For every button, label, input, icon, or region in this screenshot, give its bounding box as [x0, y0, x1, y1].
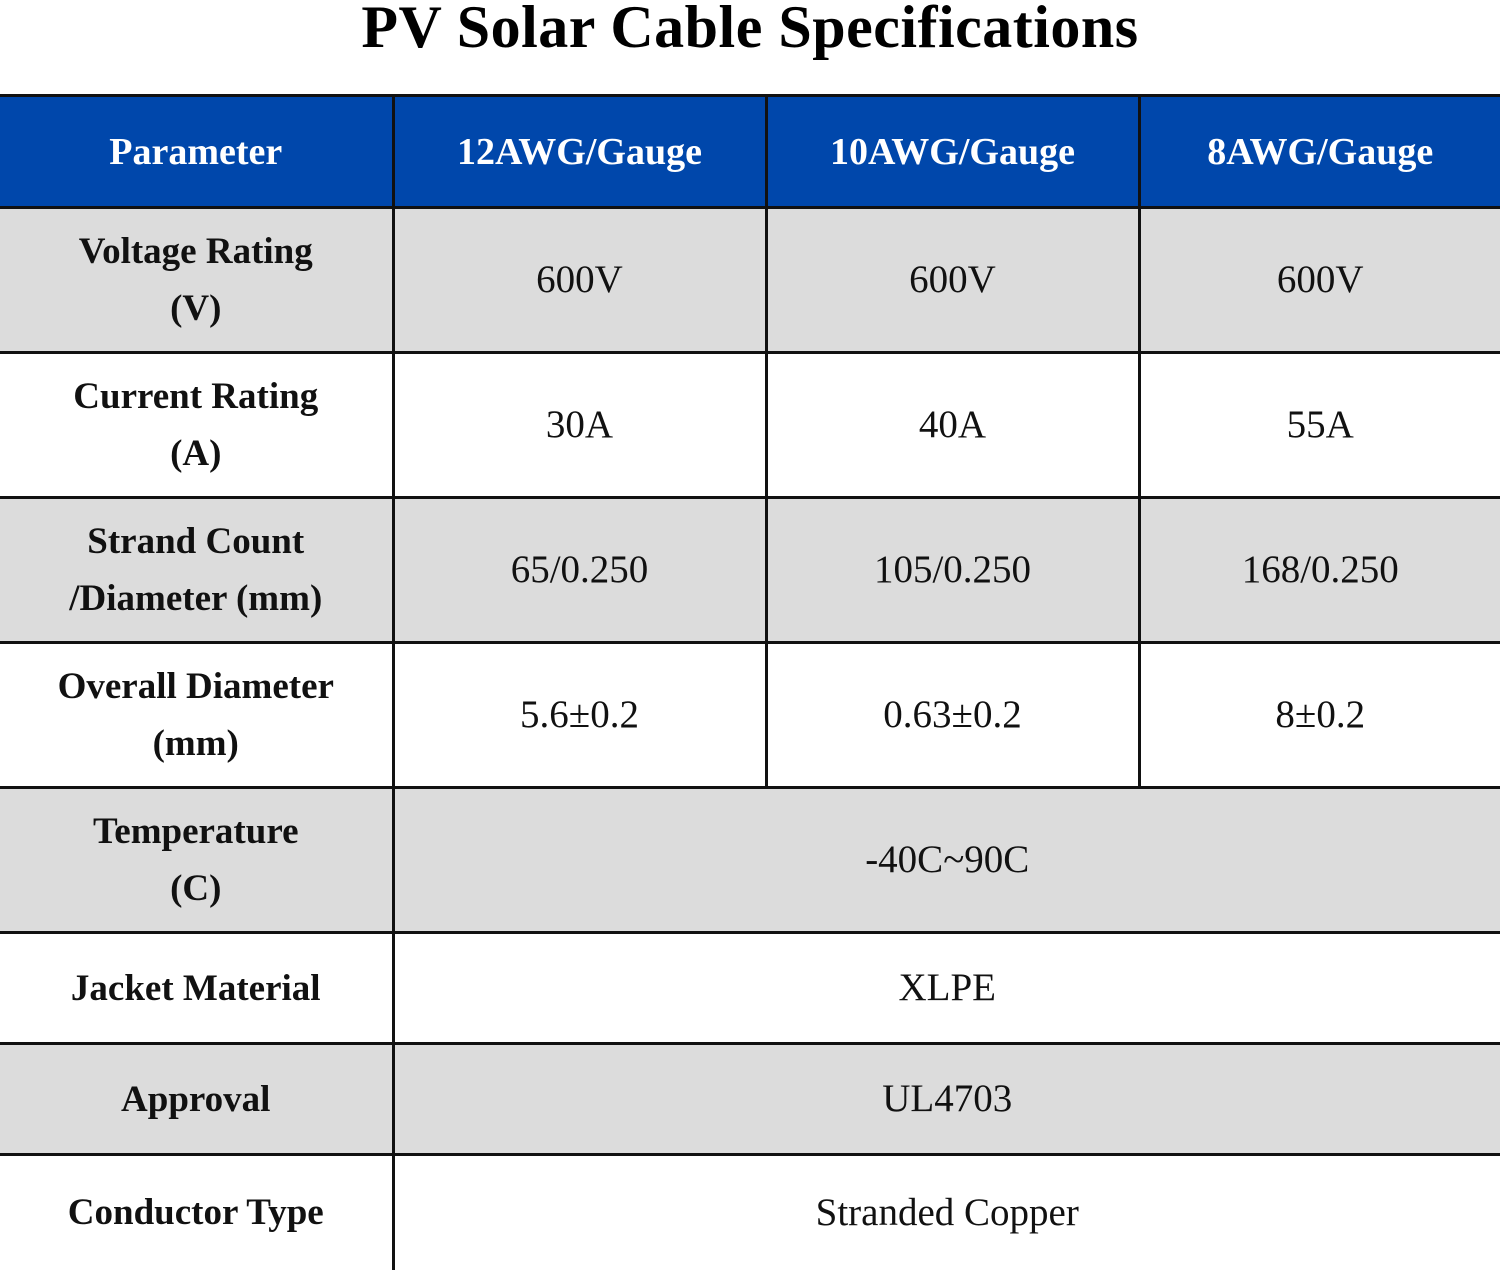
param-conductor-type: Conductor Type	[0, 1153, 395, 1270]
param-current-rating: Current Rating (A)	[0, 351, 395, 499]
table-row: Overall Diameter (mm) 5.6±0.2 0.63±0.2 8…	[0, 641, 1500, 789]
value-all-gauges: Stranded Copper	[391, 1153, 1500, 1270]
table-row: Conductor Type Stranded Copper	[0, 1153, 1500, 1270]
param-unit-line: (V)	[170, 288, 222, 329]
value-12awg: 600V	[391, 206, 768, 354]
param-label-line: Approval	[121, 1078, 271, 1120]
param-label-line: Strand Count	[87, 521, 305, 562]
value-8awg: 55A	[1137, 351, 1500, 499]
param-overall-diameter: Overall Diameter (mm)	[0, 641, 395, 789]
table-row: Jacket Material XLPE	[0, 931, 1500, 1045]
value-12awg: 65/0.250	[391, 496, 768, 644]
spec-table: Parameter 12AWG/Gauge 10AWG/Gauge 8AWG/G…	[0, 94, 1500, 1270]
value-8awg: 168/0.250	[1137, 496, 1500, 644]
table-row: Temperature (C) -40C~90C	[0, 786, 1500, 934]
value-8awg: 8±0.2	[1137, 641, 1500, 789]
table-row: Approval UL4703	[0, 1042, 1500, 1156]
param-temperature: Temperature (C)	[0, 786, 395, 934]
param-unit-line: (mm)	[152, 723, 239, 764]
page-title: PV Solar Cable Specifications	[361, 0, 1139, 60]
param-label-line: Overall Diameter	[57, 666, 334, 707]
value-10awg: 0.63±0.2	[764, 641, 1141, 789]
table-row: Strand Count /Diameter (mm) 65/0.250 105…	[0, 496, 1500, 644]
header-12awg: 12AWG/Gauge	[391, 94, 768, 209]
header-8awg: 8AWG/Gauge	[1137, 94, 1500, 209]
value-10awg: 40A	[764, 351, 1141, 499]
value-12awg: 5.6±0.2	[391, 641, 768, 789]
param-unit-line: (C)	[170, 868, 222, 909]
param-approval: Approval	[0, 1042, 395, 1156]
value-12awg: 30A	[391, 351, 768, 499]
value-all-gauges: XLPE	[391, 931, 1500, 1045]
param-label-line: Current Rating	[73, 376, 319, 417]
param-jacket-material: Jacket Material	[0, 931, 395, 1045]
param-voltage-rating: Voltage Rating (V)	[0, 206, 395, 354]
value-8awg: 600V	[1137, 206, 1500, 354]
header-parameter: Parameter	[0, 94, 395, 209]
param-unit-line: (A)	[170, 433, 222, 474]
value-all-gauges: UL4703	[391, 1042, 1500, 1156]
param-strand-count: Strand Count /Diameter (mm)	[0, 496, 395, 644]
value-all-gauges: -40C~90C	[391, 786, 1500, 934]
param-label-line: Conductor Type	[67, 1192, 324, 1234]
table-row: Voltage Rating (V) 600V 600V 600V	[0, 206, 1500, 354]
param-unit-line: /Diameter (mm)	[69, 578, 323, 619]
table-row: Current Rating (A) 30A 40A 55A	[0, 351, 1500, 499]
table-header-row: Parameter 12AWG/Gauge 10AWG/Gauge 8AWG/G…	[0, 94, 1500, 209]
param-label-line: Jacket Material	[70, 967, 321, 1009]
param-label-line: Temperature	[92, 811, 299, 852]
value-10awg: 600V	[764, 206, 1141, 354]
header-10awg: 10AWG/Gauge	[764, 94, 1141, 209]
param-label-line: Voltage Rating	[78, 231, 313, 272]
value-10awg: 105/0.250	[764, 496, 1141, 644]
